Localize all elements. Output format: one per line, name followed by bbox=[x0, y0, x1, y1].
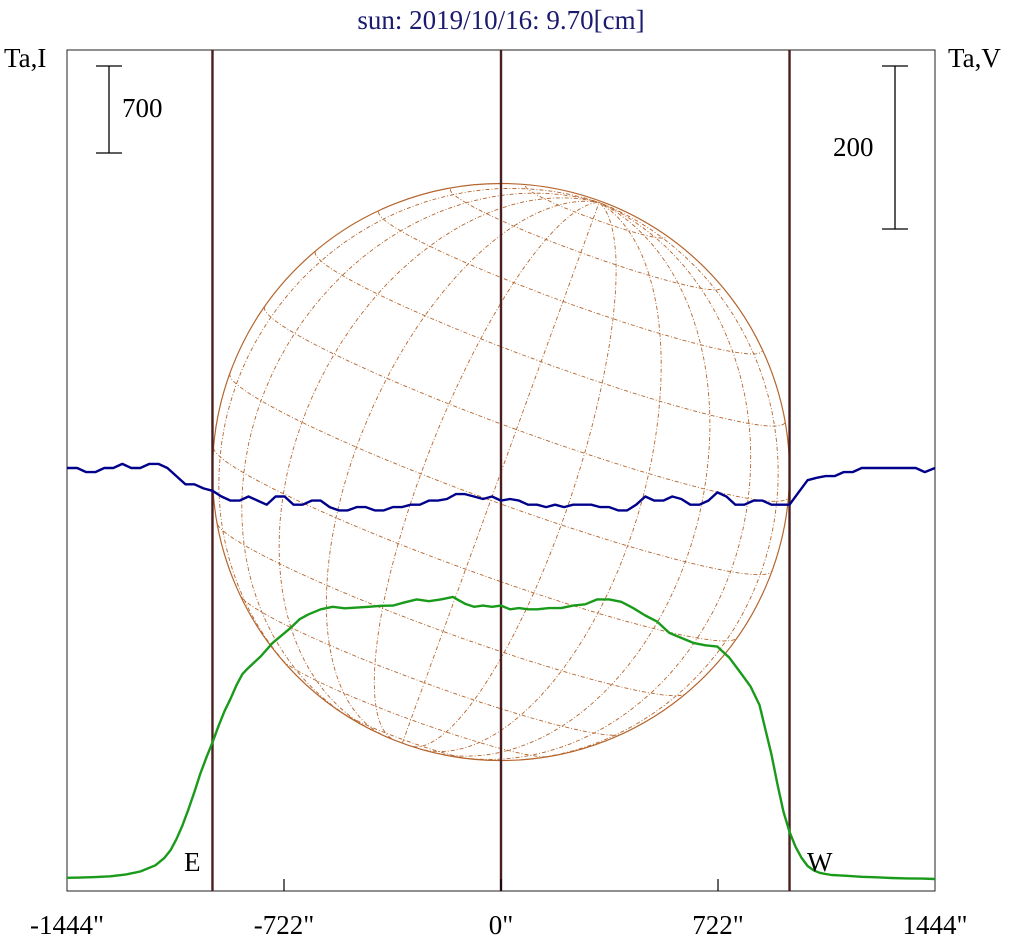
latitude-line bbox=[240, 596, 620, 736]
scale-bar-right: 200 bbox=[833, 65, 908, 230]
marker-lines bbox=[211, 50, 791, 891]
series-stokes-i bbox=[66, 595, 936, 881]
scale-bar-left-label: 700 bbox=[122, 93, 163, 123]
limb-label-east: E bbox=[184, 847, 201, 877]
longitude-line bbox=[413, 202, 617, 748]
longitude-line bbox=[241, 192, 600, 722]
longitude-line bbox=[373, 201, 600, 739]
limb-label-west: W bbox=[807, 847, 833, 877]
scale-bar-left: 700 bbox=[96, 65, 163, 154]
scale-bar-right-label: 200 bbox=[833, 132, 874, 162]
longitude-line bbox=[278, 197, 600, 731]
x-tick-label: 0" bbox=[489, 910, 514, 940]
right-axis-label: Ta,V bbox=[948, 43, 1001, 73]
latitude-line bbox=[263, 306, 789, 502]
longitude-line bbox=[452, 201, 752, 760]
longitude-line bbox=[401, 202, 600, 744]
x-tick-label: 722" bbox=[692, 910, 744, 940]
left-axis-label: Ta,I bbox=[4, 43, 46, 73]
x-tick-label: -722" bbox=[254, 910, 315, 940]
x-tick-label: 1444" bbox=[902, 910, 967, 940]
latitude-line bbox=[213, 447, 737, 642]
series-layer bbox=[66, 462, 936, 881]
latitude-line bbox=[281, 659, 548, 758]
longitude-line bbox=[516, 201, 779, 761]
series-stokes-v bbox=[67, 462, 936, 512]
chart-title: sun: 2019/10/16: 9.70[cm] bbox=[357, 5, 644, 35]
longitude-line bbox=[218, 187, 600, 683]
x-tick-label: -1444" bbox=[30, 910, 104, 940]
longitude-line bbox=[432, 202, 711, 757]
x-axis: -1444" -722" 0" 722" 1444" bbox=[30, 879, 968, 940]
